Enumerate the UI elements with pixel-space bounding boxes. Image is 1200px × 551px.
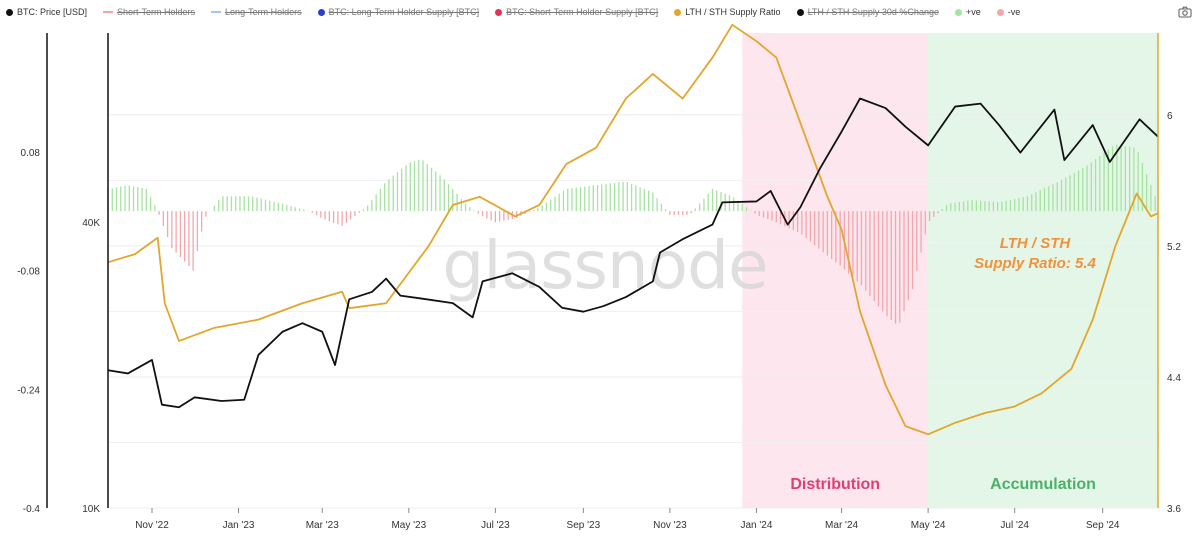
watermark: glassnode <box>442 227 767 304</box>
legend-item[interactable]: LTH / STH Supply 30d %Change <box>796 7 939 17</box>
legend-swatch <box>103 11 114 13</box>
y-tick-label: 40K <box>82 218 100 229</box>
annotation-line-1: LTH / STH <box>1000 235 1072 252</box>
x-tick-label: Sep '23 <box>567 520 601 531</box>
x-tick-label: Sep '24 <box>1086 520 1120 531</box>
legend-item[interactable]: BTC: Price [USD] <box>6 7 87 17</box>
x-tick-label: Jan '24 <box>740 520 772 531</box>
legend-swatch <box>317 8 325 16</box>
y-tick-label: -0.08 <box>17 267 40 278</box>
region-label-distribution: Distribution <box>790 476 880 493</box>
y-tick-label: 3.6 <box>1167 504 1181 515</box>
legend-label: LTH / STH Supply 30d %Change <box>807 7 939 17</box>
x-tick-label: Jul '23 <box>481 520 510 531</box>
legend-swatch <box>674 8 682 16</box>
x-tick-label: Mar '24 <box>825 520 858 531</box>
x-tick-label: Mar '23 <box>306 520 339 531</box>
x-tick-label: Jan '23 <box>223 520 255 531</box>
y-tick-label: 4.4 <box>1167 373 1181 384</box>
legend-item[interactable]: BTC: Long-Term Holder Supply [BTC] <box>317 7 480 17</box>
legend-label: BTC: Long-Term Holder Supply [BTC] <box>328 7 480 17</box>
y-tick-label: 6 <box>1167 111 1173 122</box>
legend-label: Short-Term Holders <box>117 7 196 17</box>
y-tick-label: 10K <box>82 504 100 515</box>
legend-item[interactable]: -ve <box>996 7 1021 17</box>
annotation-line-2: Supply Ratio: 5.4 <box>974 255 1096 272</box>
region-accumulation <box>928 33 1158 508</box>
legend-item[interactable]: Long-Term Holders <box>211 7 302 17</box>
legend-swatch <box>6 8 13 16</box>
series-line-ratio <box>107 23 1159 436</box>
legend-item[interactable]: LTH / STH Supply Ratio <box>674 7 781 17</box>
legend-swatch <box>211 11 222 13</box>
legend-label: Long-Term Holders <box>225 7 302 17</box>
legend-item[interactable]: BTC: Short-Term Holder Supply [BTC] <box>495 7 658 17</box>
legend-swatch <box>954 8 962 16</box>
legend-label: BTC: Price [USD] <box>17 7 88 17</box>
legend-swatch <box>495 8 503 16</box>
y-tick-label: -0.24 <box>17 385 40 396</box>
region-distribution <box>742 33 929 508</box>
legend-item[interactable]: +ve <box>954 7 981 17</box>
x-tick-label: May '24 <box>911 520 946 531</box>
x-tick-label: Nov '22 <box>135 520 169 531</box>
y-tick-label: -0.4 <box>23 504 41 515</box>
legend-swatch <box>996 8 1004 16</box>
legend-swatch <box>796 8 804 16</box>
legend-label: BTC: Short-Term Holder Supply [BTC] <box>506 7 659 17</box>
x-tick-label: May '23 <box>391 520 426 531</box>
series-line-price <box>107 97 1159 409</box>
legend-label: -ve <box>1007 7 1021 17</box>
camera-icon[interactable] <box>1176 4 1194 20</box>
region-label-accumulation: Accumulation <box>990 476 1096 493</box>
y-tick-label: 0.08 <box>21 148 41 159</box>
x-tick-label: Nov '23 <box>653 520 687 531</box>
legend-label: +ve <box>965 7 981 17</box>
y-tick-label: 5.2 <box>1167 242 1181 253</box>
legend: BTC: Price [USD] Short-Term Holders Long-T… <box>6 4 1020 20</box>
legend-item[interactable]: Short-Term Holders <box>103 7 195 17</box>
legend-label: LTH / STH Supply Ratio <box>685 7 781 17</box>
x-tick-label: Jul '24 <box>1000 520 1029 531</box>
